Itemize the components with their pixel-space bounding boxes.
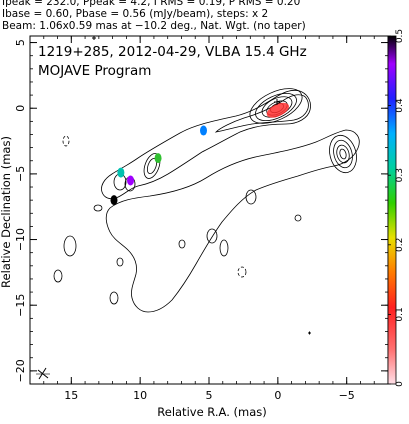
colorbar-tick-label: 0.5	[395, 29, 405, 43]
contours	[53, 88, 360, 313]
axes: 15 10 5 0 −5 5 0 −5 −10 −15 −20	[14, 36, 389, 402]
colorbar	[387, 35, 397, 385]
polarization-feature	[117, 167, 125, 178]
contour-extended	[105, 129, 360, 313]
colorbar-tick-label: 0.3	[395, 168, 405, 182]
colorbar-tick-label: 0.1	[395, 307, 405, 321]
x-axis-label: Relative R.A. (mas)	[157, 405, 266, 419]
y-tick-label: −20	[14, 359, 27, 382]
x-tick-label: 10	[133, 389, 147, 402]
chart-title: 1219+285, 2012-04-29, VLBA 15.4 GHz	[38, 44, 307, 60]
colorbar-ticks: 0 0.1 0.2 0.3 0.4 0.5	[388, 29, 405, 387]
header-line-2: Ibase = 0.60, Pbase = 0.56 (mJy/beam), s…	[2, 8, 269, 20]
markers	[92, 36, 311, 335]
y-tick-label: 0	[14, 105, 27, 112]
y-axis-label: Relative Declination (mas)	[0, 136, 13, 288]
beam-symbol	[36, 367, 50, 380]
chart-subtitle: MOJAVE Program	[38, 63, 151, 79]
colorbar-tick-label: 0	[395, 381, 405, 387]
polarization-feature	[199, 125, 207, 136]
x-tick-label: 0	[274, 389, 281, 402]
y-tick-label: 5	[14, 39, 27, 46]
colorbar-tick-label: 0.2	[395, 238, 405, 252]
x-tick-label: 5	[206, 389, 213, 402]
polarization-feature	[127, 175, 135, 186]
y-tick-label: −5	[14, 166, 27, 182]
header-line-3: Beam: 1.06x0.59 mas at −10.2 deg., Nat. …	[2, 20, 306, 32]
x-tick-label: −5	[339, 389, 355, 402]
colorbar-tick-label: 0.4	[395, 98, 405, 113]
x-tick-label: 15	[64, 389, 78, 402]
plot-frame	[29, 35, 389, 385]
header-line-1: Ipeak = 232.0, Ppeak = 4.2, I RMS = 0.19…	[2, 0, 301, 8]
polarization-feature	[266, 102, 290, 118]
polarization-feature	[154, 153, 162, 164]
y-tick-label: −15	[14, 294, 27, 317]
y-tick-label: −10	[14, 228, 27, 251]
polarization-feature	[110, 195, 118, 206]
polarization-features	[110, 102, 290, 206]
contour-inner-1	[214, 94, 309, 133]
